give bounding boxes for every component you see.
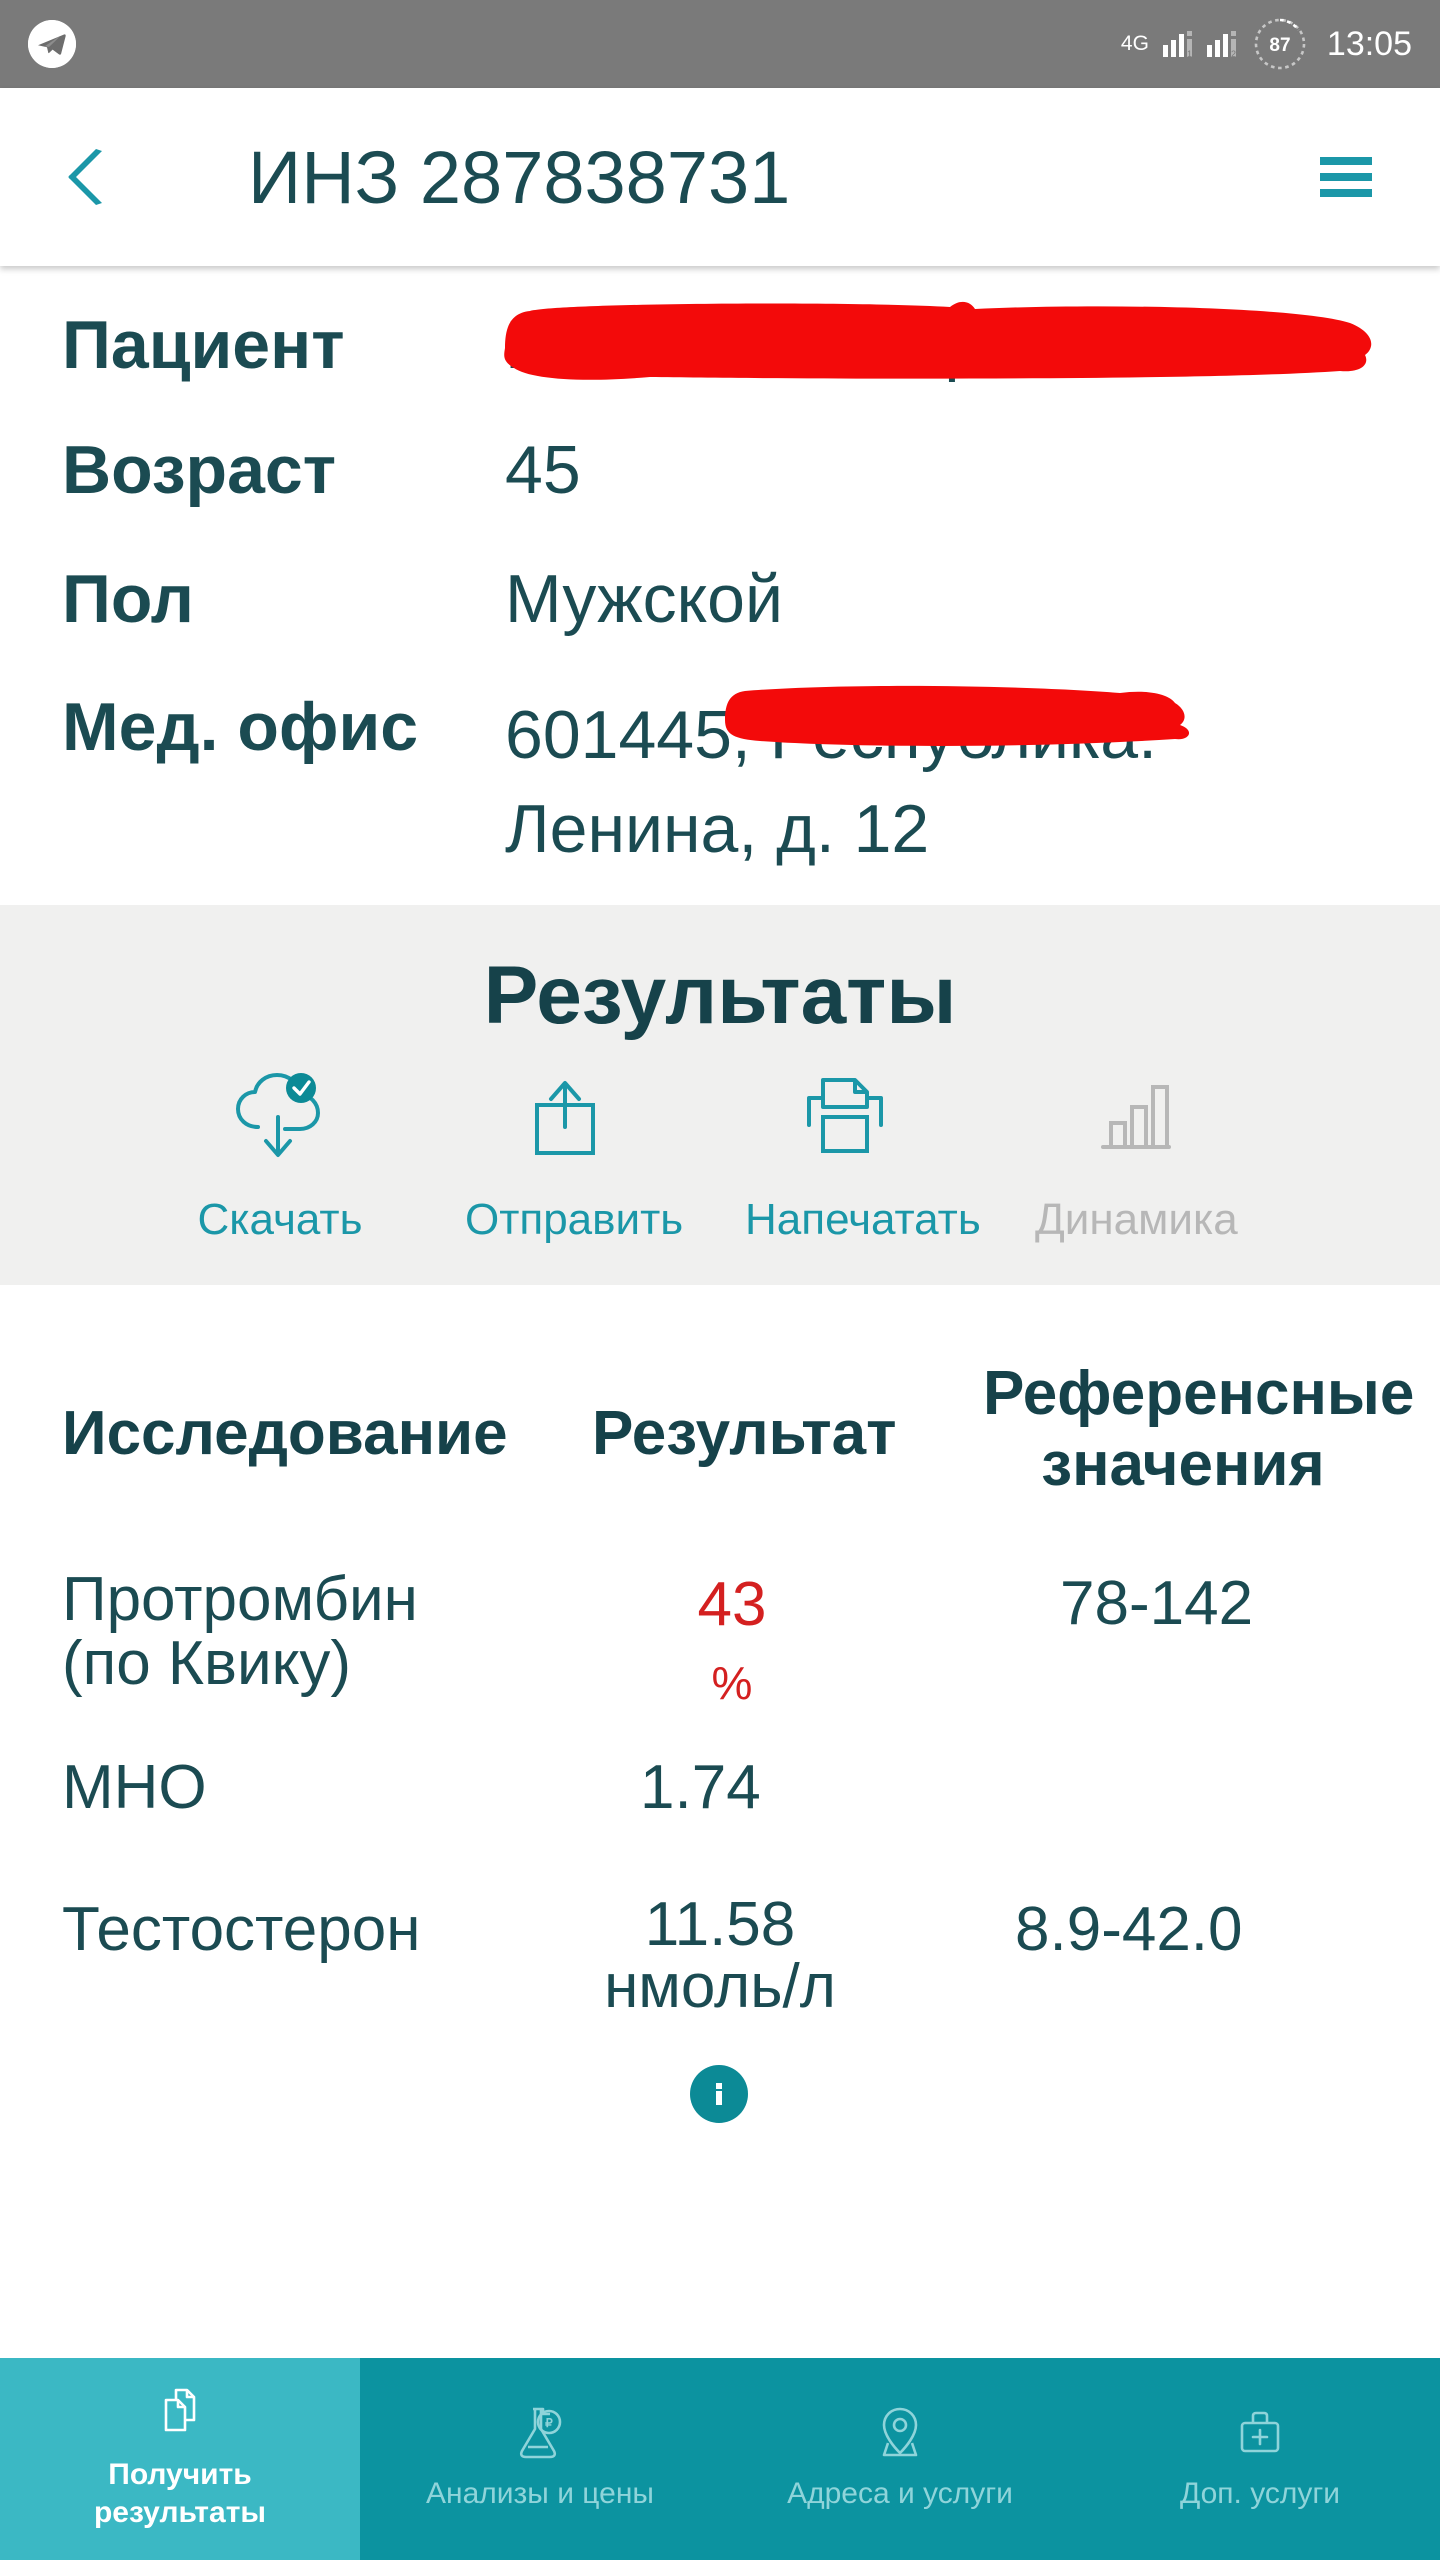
svg-text:1: 1: [1187, 49, 1192, 59]
svg-text:87: 87: [1269, 35, 1290, 56]
svg-text:₽: ₽: [545, 2416, 553, 2430]
svg-text:2: 2: [1231, 49, 1236, 59]
